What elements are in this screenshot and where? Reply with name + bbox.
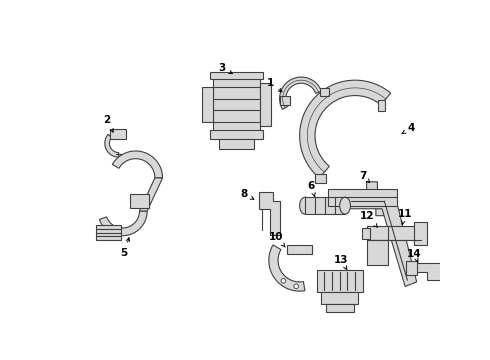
Polygon shape — [105, 134, 119, 157]
Polygon shape — [414, 263, 456, 280]
Bar — [321, 292, 358, 304]
Bar — [454, 256, 465, 278]
Text: 1: 1 — [267, 78, 282, 92]
Bar — [213, 76, 260, 133]
Bar — [317, 270, 363, 292]
Text: 12: 12 — [360, 211, 377, 227]
Bar — [210, 72, 264, 78]
Bar — [260, 83, 271, 126]
Polygon shape — [300, 80, 391, 178]
Polygon shape — [269, 245, 305, 291]
Bar — [468, 261, 477, 268]
Polygon shape — [112, 151, 163, 178]
Circle shape — [454, 248, 459, 253]
Polygon shape — [378, 100, 386, 111]
Bar — [110, 130, 125, 139]
Polygon shape — [280, 77, 321, 109]
Polygon shape — [315, 174, 325, 184]
Text: 10: 10 — [270, 232, 285, 247]
Bar — [367, 226, 420, 240]
Bar — [415, 222, 427, 245]
Text: 8: 8 — [241, 189, 254, 199]
Bar — [97, 225, 121, 240]
Text: 2: 2 — [103, 115, 113, 132]
Polygon shape — [99, 211, 147, 236]
Circle shape — [294, 284, 298, 289]
Polygon shape — [140, 178, 163, 211]
Polygon shape — [343, 197, 416, 287]
Text: 14: 14 — [407, 249, 422, 262]
Polygon shape — [444, 221, 473, 264]
Bar — [319, 88, 329, 95]
Bar — [287, 245, 312, 254]
Bar — [328, 189, 397, 206]
Polygon shape — [259, 192, 280, 235]
Bar — [362, 228, 369, 239]
Ellipse shape — [300, 197, 311, 214]
Text: 5: 5 — [121, 238, 129, 258]
Text: 13: 13 — [334, 255, 348, 269]
Bar — [130, 194, 149, 208]
Text: 7: 7 — [359, 171, 370, 183]
Bar — [326, 304, 354, 312]
Bar — [202, 87, 213, 122]
Bar — [210, 130, 264, 139]
Text: 6: 6 — [308, 181, 315, 197]
Ellipse shape — [340, 197, 350, 214]
Text: 4: 4 — [402, 123, 415, 134]
Text: 9: 9 — [0, 359, 1, 360]
Bar — [305, 197, 345, 214]
Bar — [406, 261, 416, 275]
Bar — [280, 95, 291, 105]
Bar — [219, 139, 254, 149]
Text: 11: 11 — [398, 209, 413, 225]
Bar — [367, 240, 388, 265]
Bar — [443, 218, 452, 225]
Polygon shape — [367, 182, 384, 216]
Text: 3: 3 — [218, 63, 232, 74]
Circle shape — [464, 255, 468, 260]
Circle shape — [281, 279, 286, 283]
